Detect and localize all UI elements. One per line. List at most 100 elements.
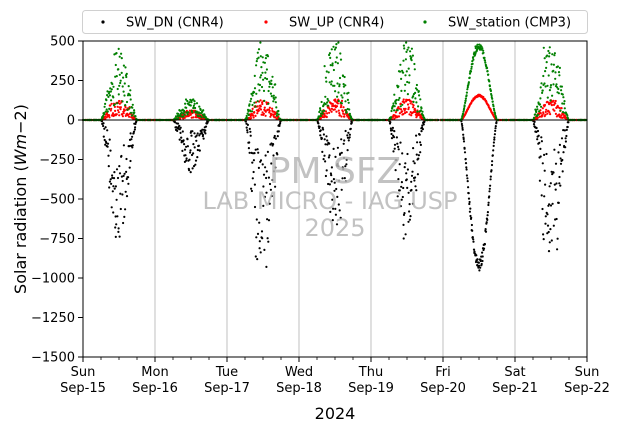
data-point (117, 47, 120, 51)
data-point (464, 157, 467, 161)
data-point (400, 181, 403, 184)
data-point (417, 154, 420, 157)
data-point (536, 113, 540, 116)
data-point (397, 148, 400, 151)
data-point (258, 107, 261, 110)
data-point (330, 110, 333, 113)
data-point (122, 64, 125, 67)
data-point (178, 138, 181, 141)
data-point (470, 223, 473, 227)
data-point (330, 174, 333, 177)
data-point (270, 162, 273, 165)
data-point (488, 85, 491, 88)
data-point (327, 71, 330, 74)
data-point (183, 143, 186, 146)
data-point (554, 102, 557, 105)
data-point (398, 70, 402, 73)
data-point (398, 163, 401, 166)
data-point (112, 85, 115, 88)
data-point (410, 114, 413, 117)
data-point (250, 189, 253, 193)
data-point (465, 168, 468, 171)
data-point (329, 109, 332, 112)
data-point (419, 98, 422, 101)
data-point (416, 141, 419, 144)
data-point (539, 147, 542, 150)
data-point (102, 135, 105, 138)
data-point (323, 65, 326, 68)
data-point (533, 116, 536, 119)
data-point (113, 103, 116, 106)
data-point (413, 62, 416, 66)
data-point (254, 105, 257, 108)
data-point (120, 175, 123, 178)
x-tick-day: Sun (71, 365, 96, 380)
data-point (319, 129, 322, 132)
data-point (462, 140, 466, 143)
data-point (464, 99, 467, 102)
data-point (252, 116, 255, 119)
data-point (330, 83, 333, 86)
data-point (556, 237, 559, 240)
data-point (125, 195, 129, 198)
data-point (555, 83, 558, 86)
data-point (108, 180, 111, 183)
data-point (190, 153, 194, 157)
data-point (270, 194, 273, 198)
data-point (411, 170, 414, 173)
data-point (336, 62, 339, 65)
data-point (347, 91, 350, 94)
data-point (557, 92, 561, 95)
data-point (421, 110, 424, 113)
data-point (392, 102, 395, 105)
data-point (331, 198, 334, 201)
data-point (553, 148, 556, 151)
data-point (403, 101, 406, 104)
data-point (260, 113, 263, 116)
data-point (264, 154, 267, 157)
data-point (115, 75, 118, 78)
data-point (536, 105, 539, 108)
data-point (350, 121, 353, 124)
data-point (321, 110, 324, 113)
data-point (257, 56, 260, 59)
data-point (274, 185, 277, 188)
data-point (107, 154, 110, 157)
x-tick-day: Thu (358, 365, 383, 380)
data-point (265, 176, 268, 180)
data-point (336, 146, 339, 149)
data-point (344, 129, 347, 133)
data-point (338, 112, 341, 115)
data-point (557, 151, 560, 154)
data-point (415, 189, 418, 192)
data-point (248, 151, 251, 154)
data-point (189, 111, 192, 115)
data-point (405, 172, 408, 175)
data-point (546, 84, 549, 87)
data-point (125, 157, 128, 161)
data-point (195, 134, 198, 137)
data-point (406, 48, 409, 51)
data-point (467, 192, 470, 195)
data-point (199, 115, 202, 118)
data-point (468, 76, 471, 79)
data-point (543, 82, 546, 85)
data-point (465, 94, 468, 97)
data-point (106, 142, 110, 145)
data-point (419, 141, 422, 144)
data-point (184, 154, 187, 157)
data-point (476, 264, 479, 267)
data-point (332, 68, 335, 72)
data-point (328, 154, 331, 157)
data-point (342, 156, 346, 160)
data-point (486, 214, 489, 217)
data-point (555, 182, 558, 185)
data-point (404, 162, 407, 165)
data-point (544, 70, 547, 73)
data-point (539, 86, 542, 89)
data-point (335, 56, 338, 59)
data-point (561, 158, 564, 162)
data-point (539, 155, 542, 158)
data-point (486, 70, 489, 73)
data-point (565, 128, 568, 131)
